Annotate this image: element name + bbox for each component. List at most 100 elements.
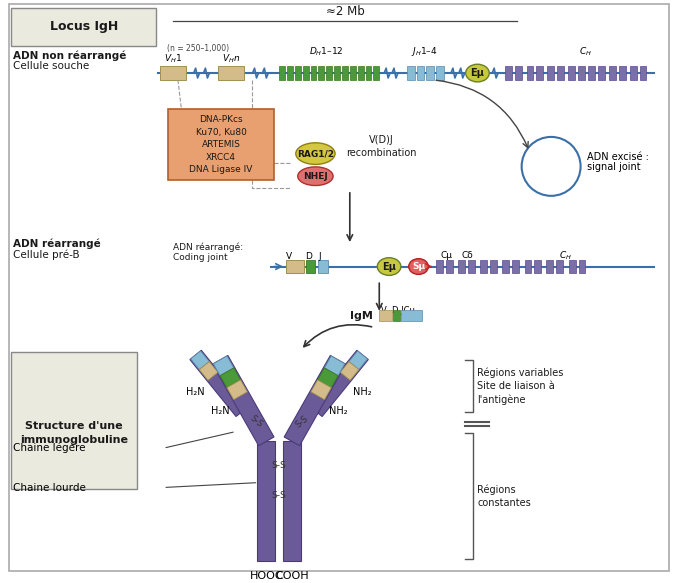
Bar — [287, 66, 293, 80]
Text: IgM: IgM — [350, 311, 373, 321]
Text: S-S: S-S — [272, 461, 287, 470]
Bar — [534, 259, 541, 273]
Text: NH₂: NH₂ — [329, 406, 347, 416]
Circle shape — [521, 137, 580, 196]
Polygon shape — [191, 351, 210, 370]
Text: $C_H$: $C_H$ — [579, 45, 592, 58]
Bar — [481, 259, 487, 273]
Text: $D_H1$–12: $D_H1$–12 — [309, 45, 344, 58]
Polygon shape — [258, 441, 275, 561]
Text: Structure d'une
immunoglobuline: Structure d'une immunoglobuline — [20, 422, 128, 445]
Text: H₂N: H₂N — [186, 387, 205, 397]
Text: Cδ: Cδ — [462, 251, 473, 260]
Polygon shape — [212, 356, 274, 445]
Bar — [525, 259, 532, 273]
Polygon shape — [220, 368, 241, 388]
Polygon shape — [317, 368, 338, 388]
Ellipse shape — [466, 64, 490, 82]
Polygon shape — [340, 361, 359, 380]
Bar — [567, 66, 575, 80]
Polygon shape — [227, 380, 247, 399]
Polygon shape — [283, 441, 301, 561]
Text: ADN non réarrangé: ADN non réarrangé — [13, 50, 126, 61]
Text: Chaine lourde: Chaine lourde — [13, 483, 86, 493]
Text: NHEJ: NHEJ — [303, 171, 327, 181]
Bar — [168, 110, 274, 180]
Text: (n = 250–1,000): (n = 250–1,000) — [167, 44, 228, 53]
Bar — [374, 66, 379, 80]
Bar — [515, 66, 521, 80]
Polygon shape — [311, 380, 332, 399]
Bar — [502, 259, 509, 273]
Text: Cellule souche: Cellule souche — [13, 61, 89, 71]
Text: V: V — [286, 252, 292, 261]
Text: NH₂: NH₂ — [353, 387, 372, 397]
Text: V(D)J
recombination: V(D)J recombination — [346, 135, 416, 159]
Text: S-S: S-S — [248, 414, 264, 430]
Bar — [407, 66, 415, 80]
Text: D: D — [306, 252, 313, 261]
Bar — [286, 259, 304, 273]
Polygon shape — [311, 350, 368, 416]
Text: V: V — [381, 306, 387, 315]
Text: Coding joint: Coding joint — [173, 253, 228, 262]
Bar — [436, 259, 443, 273]
Bar — [639, 66, 646, 80]
Text: H₂N: H₂N — [211, 406, 229, 416]
Ellipse shape — [296, 143, 335, 164]
Text: Régions
constantes: Régions constantes — [477, 484, 532, 508]
Bar — [512, 259, 519, 273]
Text: RAG1/2: RAG1/2 — [297, 149, 334, 158]
Polygon shape — [324, 356, 345, 375]
Ellipse shape — [409, 259, 428, 275]
Bar — [350, 66, 356, 80]
Bar — [311, 66, 317, 80]
Bar — [527, 66, 534, 80]
Bar — [279, 66, 285, 80]
Text: ≈2 Mb: ≈2 Mb — [325, 5, 364, 17]
Bar — [619, 66, 626, 80]
Text: S-S: S-S — [294, 414, 310, 430]
Bar — [468, 259, 475, 273]
Text: D JCμ: D JCμ — [392, 306, 415, 315]
Bar — [416, 66, 424, 80]
Bar — [401, 310, 422, 321]
Bar — [505, 66, 512, 80]
Text: Eμ: Eμ — [382, 262, 396, 272]
Text: J: J — [319, 252, 321, 261]
Text: signal joint: signal joint — [587, 162, 641, 173]
Text: Chaine légère: Chaine légère — [13, 443, 85, 454]
Bar — [218, 66, 244, 80]
Ellipse shape — [377, 258, 401, 275]
Bar — [557, 66, 564, 80]
Text: Eμ: Eμ — [471, 68, 484, 78]
Text: DNA-PKcs
Ku70, Ku80
ARTEMIS
XRCC4
DNA Ligase IV: DNA-PKcs Ku70, Ku80 ARTEMIS XRCC4 DNA Li… — [189, 115, 253, 174]
Bar — [446, 259, 453, 273]
Text: Sμ: Sμ — [412, 262, 425, 271]
Text: S-S: S-S — [272, 491, 287, 500]
Bar — [458, 259, 464, 273]
Bar — [589, 66, 595, 80]
Bar — [546, 259, 553, 273]
Text: ADN réarrangé:: ADN réarrangé: — [173, 242, 243, 252]
Text: COOH: COOH — [275, 571, 308, 581]
Bar — [547, 66, 554, 80]
Text: $J_H1$–4: $J_H1$–4 — [411, 45, 438, 58]
FancyBboxPatch shape — [11, 352, 137, 490]
Bar — [306, 259, 315, 273]
Bar — [426, 66, 434, 80]
Text: ADN réarrangé: ADN réarrangé — [13, 238, 101, 249]
Bar — [326, 66, 332, 80]
Bar — [302, 66, 308, 80]
Bar — [358, 66, 363, 80]
Bar — [578, 66, 584, 80]
Polygon shape — [214, 356, 234, 375]
Bar — [319, 66, 324, 80]
Bar — [598, 66, 605, 80]
Bar — [609, 66, 616, 80]
Bar — [578, 259, 586, 273]
Polygon shape — [284, 356, 346, 445]
Bar — [569, 259, 576, 273]
Bar — [436, 66, 444, 80]
Text: ADN excisé :: ADN excisé : — [587, 152, 650, 161]
